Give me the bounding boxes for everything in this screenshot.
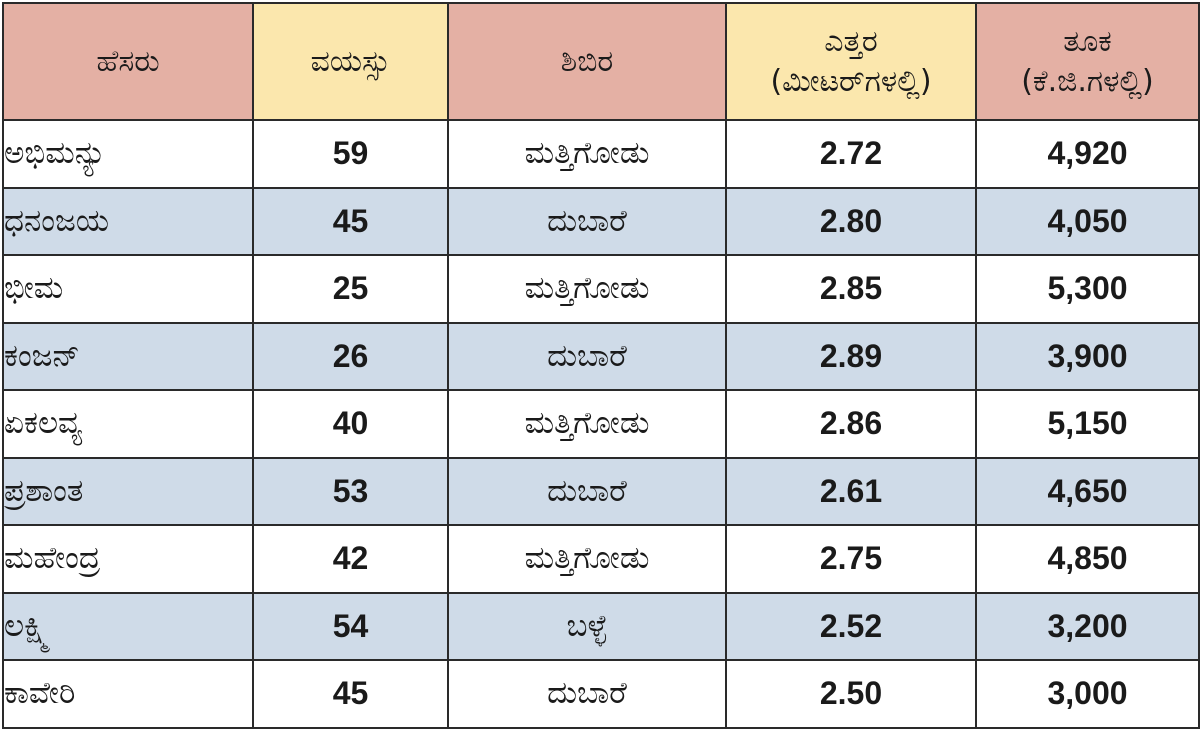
cell-camp: ಮತ್ತಿಗೋಡು [447,389,727,459]
cell-weight: 4,850 [975,524,1200,594]
cell-height: 2.75 [725,524,977,594]
cell-camp: ಮತ್ತಿಗೋಡು [447,119,727,189]
cell-height: 2.89 [725,321,977,391]
header-name-label: ಹೆಸರು [96,43,160,79]
header-camp-label: ಶಿಬಿರ [560,43,614,79]
cell-height: 2.52 [725,591,977,661]
cell-weight: 3,900 [975,321,1200,391]
cell-camp: ದುಬಾರೆ [447,321,727,391]
cell-age: 54 [252,591,449,661]
cell-weight: 4,650 [975,456,1200,526]
cell-camp: ದುಬಾರೆ [447,456,727,526]
table-header-row: ಹೆಸರು ವಯಸ್ಸು ಶಿಬಿರ ಎತ್ತರ (ಮೀಟರ್‌ಗಳಲ್ಲಿ) … [2,2,1200,121]
header-weight-label: ತೂಕ [1063,23,1112,59]
cell-weight: 5,150 [975,389,1200,459]
cell-age: 59 [252,119,449,189]
cell-height: 2.80 [725,186,977,256]
cell-name: ಏಕಲವ್ಯ [2,389,254,459]
table-row: ಏಕಲವ್ಯ 40 ಮತ್ತಿಗೋಡು 2.86 5,150 [2,389,1200,459]
cell-name: ಪ್ರಶಾಂತ [2,456,254,526]
cell-name: ಲಕ್ಷ್ಮಿ [2,591,254,661]
cell-name: ಅಭಿಮನ್ಯು [2,119,254,189]
cell-weight: 4,920 [975,119,1200,189]
header-weight-unit: (ಕೆ.ಜಿ.ಗಳಲ್ಲಿ) [1021,63,1154,99]
cell-age: 53 [252,456,449,526]
table-row: ಭೀಮ 25 ಮತ್ತಿಗೋಡು 2.85 5,300 [2,254,1200,324]
table-row: ಮಹೇಂದ್ರ 42 ಮತ್ತಿಗೋಡು 2.75 4,850 [2,524,1200,594]
header-weight: ತೂಕ (ಕೆ.ಜಿ.ಗಳಲ್ಲಿ) [975,2,1200,121]
cell-weight: 5,300 [975,254,1200,324]
cell-camp: ದುಬಾರೆ [447,659,727,729]
table-row: ಕಾವೇರಿ 45 ದುಬಾರೆ 2.50 3,000 [2,659,1200,729]
cell-camp: ಮತ್ತಿಗೋಡು [447,254,727,324]
cell-camp: ಬಳ್ಳೆ [447,591,727,661]
cell-age: 40 [252,389,449,459]
cell-name: ಭೀಮ [2,254,254,324]
table-body: ಅಭಿಮನ್ಯು 59 ಮತ್ತಿಗೋಡು 2.72 4,920 ಧನಂಜಯ 45 ದುಬಾರ… [2,119,1200,729]
cell-age: 25 [252,254,449,324]
table-row: ಲಕ್ಷ್ಮಿ 54 ಬಳ್ಳೆ 2.52 3,200 [2,591,1200,661]
cell-name: ಕಾವೇರಿ [2,659,254,729]
cell-name: ಧನಂಜಯ [2,186,254,256]
header-name: ಹೆಸರು [2,2,254,121]
cell-weight: 3,200 [975,591,1200,661]
cell-age: 45 [252,659,449,729]
cell-height: 2.72 [725,119,977,189]
cell-height: 2.85 [725,254,977,324]
table-row: ಕಂಜನ್ 26 ದುಬಾರೆ 2.89 3,900 [2,321,1200,391]
header-age: ವಯಸ್ಸು [252,2,449,121]
header-camp: ಶಿಬಿರ [447,2,727,121]
cell-camp: ಮತ್ತಿಗೋಡು [447,524,727,594]
cell-height: 2.86 [725,389,977,459]
header-age-label: ವಯಸ್ಸು [310,43,391,79]
cell-name: ಕಂಜನ್ [2,321,254,391]
cell-height: 2.61 [725,456,977,526]
cell-age: 45 [252,186,449,256]
header-height-unit: (ಮೀಟರ್‌ಗಳಲ್ಲಿ) [770,63,932,99]
table-row: ಪ್ರಶಾಂತ 53 ದುಬಾರೆ 2.61 4,650 [2,456,1200,526]
cell-weight: 3,000 [975,659,1200,729]
cell-age: 42 [252,524,449,594]
header-height-label: ಎತ್ತರ [824,23,878,59]
table-row: ಧನಂಜಯ 45 ದುಬಾರೆ 2.80 4,050 [2,186,1200,256]
cell-name: ಮಹೇಂದ್ರ [2,524,254,594]
cell-weight: 4,050 [975,186,1200,256]
header-height: ಎತ್ತರ (ಮೀಟರ್‌ಗಳಲ್ಲಿ) [725,2,977,121]
cell-height: 2.50 [725,659,977,729]
cell-camp: ದುಬಾರೆ [447,186,727,256]
table-row: ಅಭಿಮನ್ಯು 59 ಮತ್ತಿಗೋಡು 2.72 4,920 [2,119,1200,189]
cell-age: 26 [252,321,449,391]
